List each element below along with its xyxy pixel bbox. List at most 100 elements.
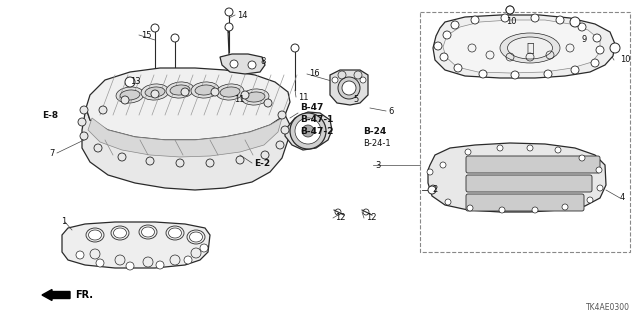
Circle shape (171, 34, 179, 42)
Polygon shape (82, 108, 290, 190)
Circle shape (94, 144, 102, 152)
Circle shape (578, 23, 586, 31)
Circle shape (125, 77, 135, 87)
Circle shape (434, 42, 442, 50)
Circle shape (531, 14, 539, 22)
Circle shape (570, 17, 580, 27)
Text: 2: 2 (432, 186, 437, 195)
Circle shape (342, 81, 356, 95)
Text: 10: 10 (506, 18, 516, 27)
Circle shape (302, 125, 314, 137)
Text: 13: 13 (130, 77, 141, 86)
Text: 11: 11 (234, 95, 244, 105)
Circle shape (591, 59, 599, 67)
Circle shape (176, 159, 184, 167)
Circle shape (332, 77, 338, 83)
Polygon shape (443, 20, 600, 73)
Circle shape (151, 90, 159, 98)
Circle shape (497, 145, 503, 151)
Text: B-24: B-24 (363, 127, 387, 137)
Ellipse shape (220, 87, 240, 97)
Text: FR.: FR. (75, 290, 93, 300)
Circle shape (562, 204, 568, 210)
Circle shape (479, 70, 487, 78)
Ellipse shape (145, 87, 165, 97)
Circle shape (78, 118, 86, 126)
Circle shape (428, 186, 436, 194)
Circle shape (121, 96, 129, 104)
Polygon shape (285, 112, 332, 150)
FancyBboxPatch shape (466, 194, 584, 211)
Circle shape (532, 207, 538, 213)
Circle shape (80, 132, 88, 140)
Circle shape (610, 43, 620, 53)
Ellipse shape (88, 230, 102, 240)
Circle shape (276, 141, 284, 149)
Circle shape (501, 14, 509, 22)
Circle shape (236, 156, 244, 164)
Circle shape (427, 169, 433, 175)
Ellipse shape (116, 87, 144, 103)
Text: 10: 10 (620, 55, 630, 65)
Ellipse shape (189, 232, 202, 242)
Circle shape (499, 207, 505, 213)
Circle shape (471, 16, 479, 24)
Ellipse shape (141, 84, 169, 100)
Circle shape (151, 24, 159, 32)
Text: 6: 6 (388, 107, 394, 116)
Text: 15: 15 (141, 30, 152, 39)
Circle shape (278, 111, 286, 119)
Circle shape (587, 197, 593, 203)
Circle shape (544, 70, 552, 78)
Text: E-2: E-2 (254, 158, 270, 167)
Text: B-47-1: B-47-1 (300, 116, 333, 124)
Polygon shape (428, 143, 606, 212)
Polygon shape (220, 54, 265, 74)
Circle shape (571, 66, 579, 74)
Ellipse shape (113, 228, 127, 238)
Text: 7: 7 (50, 148, 55, 157)
Circle shape (596, 46, 604, 54)
Circle shape (291, 44, 299, 52)
Circle shape (99, 106, 107, 114)
Circle shape (440, 53, 448, 61)
Circle shape (230, 60, 238, 68)
Circle shape (440, 162, 446, 168)
Polygon shape (88, 118, 282, 157)
Circle shape (360, 77, 366, 83)
Circle shape (555, 147, 561, 153)
Circle shape (80, 106, 88, 114)
Circle shape (206, 159, 214, 167)
Circle shape (184, 256, 192, 264)
Circle shape (200, 244, 208, 252)
FancyBboxPatch shape (466, 175, 592, 192)
Text: 3: 3 (375, 161, 380, 170)
Circle shape (506, 6, 514, 14)
FancyBboxPatch shape (466, 156, 600, 173)
Circle shape (579, 155, 585, 161)
Ellipse shape (216, 84, 244, 100)
Circle shape (597, 185, 603, 191)
Polygon shape (86, 68, 290, 140)
Polygon shape (62, 222, 210, 268)
Ellipse shape (166, 82, 194, 98)
Circle shape (506, 6, 514, 14)
Ellipse shape (191, 82, 219, 98)
Text: 1: 1 (61, 218, 66, 227)
Circle shape (118, 153, 126, 161)
Text: 14: 14 (237, 11, 248, 20)
Ellipse shape (195, 85, 215, 95)
Ellipse shape (141, 227, 154, 237)
Text: B-47: B-47 (300, 103, 323, 113)
Circle shape (445, 199, 451, 205)
Circle shape (126, 262, 134, 270)
Circle shape (338, 77, 360, 99)
Text: 16: 16 (309, 69, 319, 78)
Circle shape (430, 185, 436, 191)
Circle shape (181, 88, 189, 96)
Text: 11: 11 (298, 92, 308, 101)
Circle shape (511, 71, 519, 79)
Circle shape (248, 61, 256, 69)
Circle shape (76, 251, 84, 259)
Ellipse shape (170, 85, 190, 95)
